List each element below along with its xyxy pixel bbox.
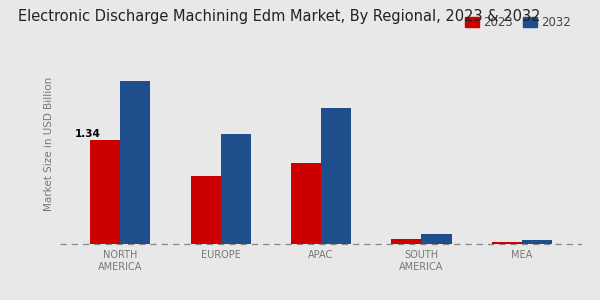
Bar xyxy=(391,239,421,244)
Bar xyxy=(491,242,522,244)
Y-axis label: Market Size in USD Billion: Market Size in USD Billion xyxy=(44,77,55,211)
Text: 1.34: 1.34 xyxy=(75,129,101,139)
Bar xyxy=(522,240,552,244)
Bar xyxy=(421,234,452,244)
Text: Electronic Discharge Machining Edm Market, By Regional, 2023 & 2032: Electronic Discharge Machining Edm Marke… xyxy=(18,9,541,24)
Bar xyxy=(90,140,120,244)
Bar xyxy=(191,176,221,244)
Bar xyxy=(291,163,321,244)
Bar xyxy=(321,108,351,244)
Bar xyxy=(221,134,251,244)
Bar xyxy=(120,81,151,244)
Legend: 2023, 2032: 2023, 2032 xyxy=(460,11,576,34)
